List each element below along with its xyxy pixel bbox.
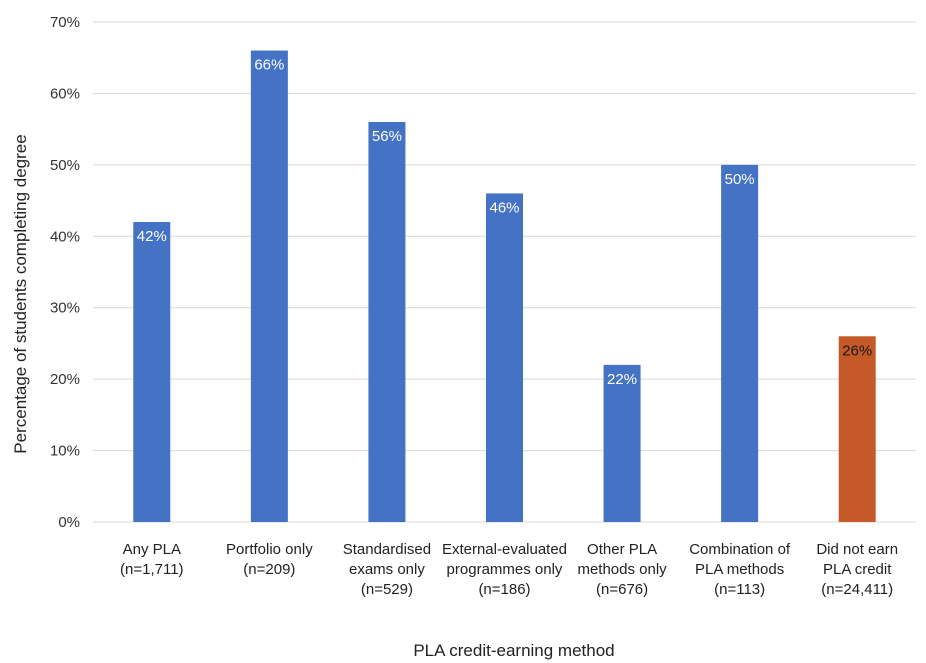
- data-labels: 42% 66% 56% 46% 22% 50% 26%: [137, 57, 872, 388]
- x-axis-categories: Any PLA (n=1,711) Portfolio only (n=209) Sta…: [120, 541, 898, 598]
- bar: [133, 222, 171, 522]
- data-label: 46%: [489, 199, 519, 216]
- data-label: 66%: [254, 57, 284, 74]
- x-category-label: External-evaluated programmes only (n=186): [442, 541, 567, 598]
- data-label: 22%: [607, 371, 637, 388]
- y-axis-title: Percentage of students completing degree: [11, 134, 30, 453]
- x-category-label: Any PLA (n=1,711): [120, 541, 184, 578]
- x-category-label: Portfolio only (n=209): [226, 541, 313, 578]
- y-tick-label: 0%: [58, 514, 80, 531]
- y-tick-label: 40%: [50, 228, 80, 245]
- bars: [133, 50, 876, 522]
- bar: [721, 164, 759, 522]
- x-category-label: Other PLA methods only (n=676): [577, 541, 667, 598]
- bar: [838, 336, 876, 522]
- y-axis-ticks: 0% 10% 20% 30% 40% 50% 60% 70%: [50, 14, 80, 531]
- y-tick-label: 30%: [50, 300, 80, 317]
- y-tick-label: 10%: [50, 443, 80, 460]
- y-tick-label: 70%: [50, 14, 80, 31]
- x-category-label: Standardised exams only (n=529): [343, 541, 431, 598]
- bar: [368, 122, 406, 522]
- data-label: 50%: [725, 171, 755, 188]
- x-category-label: Combination of PLA methods (n=113): [689, 541, 791, 598]
- bar: [250, 50, 288, 522]
- bar: [603, 364, 641, 522]
- y-tick-label: 20%: [50, 371, 80, 388]
- bar: [486, 193, 523, 522]
- y-tick-label: 50%: [50, 157, 80, 174]
- data-label: 56%: [372, 128, 402, 145]
- x-axis-title: PLA credit-earning method: [413, 641, 614, 660]
- data-label: 26%: [842, 342, 872, 359]
- y-tick-label: 60%: [50, 85, 80, 102]
- data-label: 42%: [137, 228, 167, 245]
- x-category-label: Did not earn PLA credit (n=24,411): [816, 541, 898, 598]
